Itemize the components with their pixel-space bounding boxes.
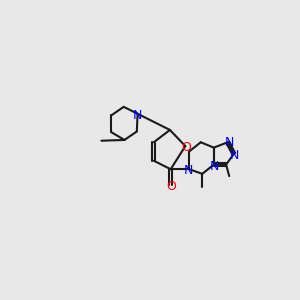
Text: N: N bbox=[133, 109, 142, 122]
Text: N: N bbox=[184, 164, 193, 177]
Text: O: O bbox=[166, 180, 175, 194]
Text: N: N bbox=[224, 136, 234, 149]
Text: N: N bbox=[210, 160, 219, 172]
Text: O: O bbox=[181, 141, 191, 154]
Text: N: N bbox=[230, 149, 239, 162]
